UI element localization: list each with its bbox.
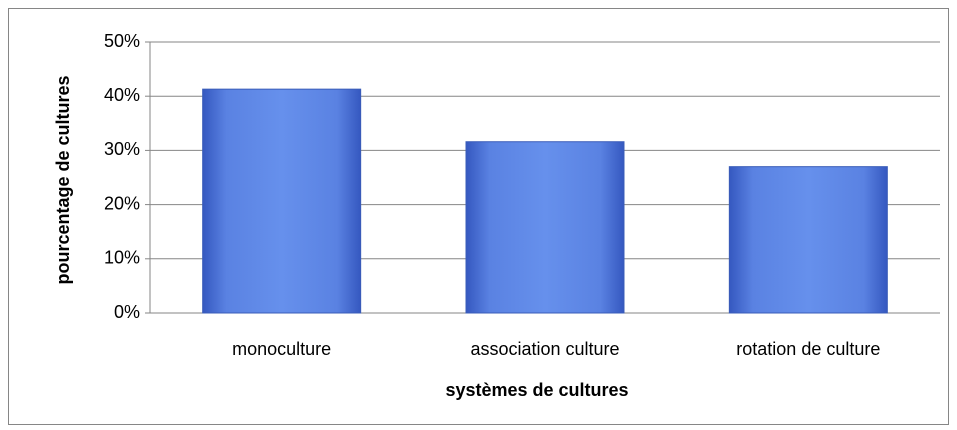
x-tick-label: monoculture bbox=[232, 339, 331, 359]
y-tick-label: 40% bbox=[104, 85, 140, 105]
y-tick-label: 30% bbox=[104, 139, 140, 159]
y-tick-label: 50% bbox=[104, 31, 140, 51]
y-tick-label: 0% bbox=[114, 302, 140, 322]
y-tick-label: 20% bbox=[104, 193, 140, 213]
x-tick-label: association culture bbox=[470, 339, 619, 359]
y-axis-label: pourcentage de cultures bbox=[53, 75, 73, 284]
y-tick-label: 10% bbox=[104, 248, 140, 268]
x-axis-label: systèmes de cultures bbox=[445, 380, 628, 400]
bar bbox=[728, 166, 888, 314]
bar bbox=[202, 88, 362, 314]
bar bbox=[465, 141, 625, 314]
x-tick-label: rotation de culture bbox=[736, 339, 880, 359]
